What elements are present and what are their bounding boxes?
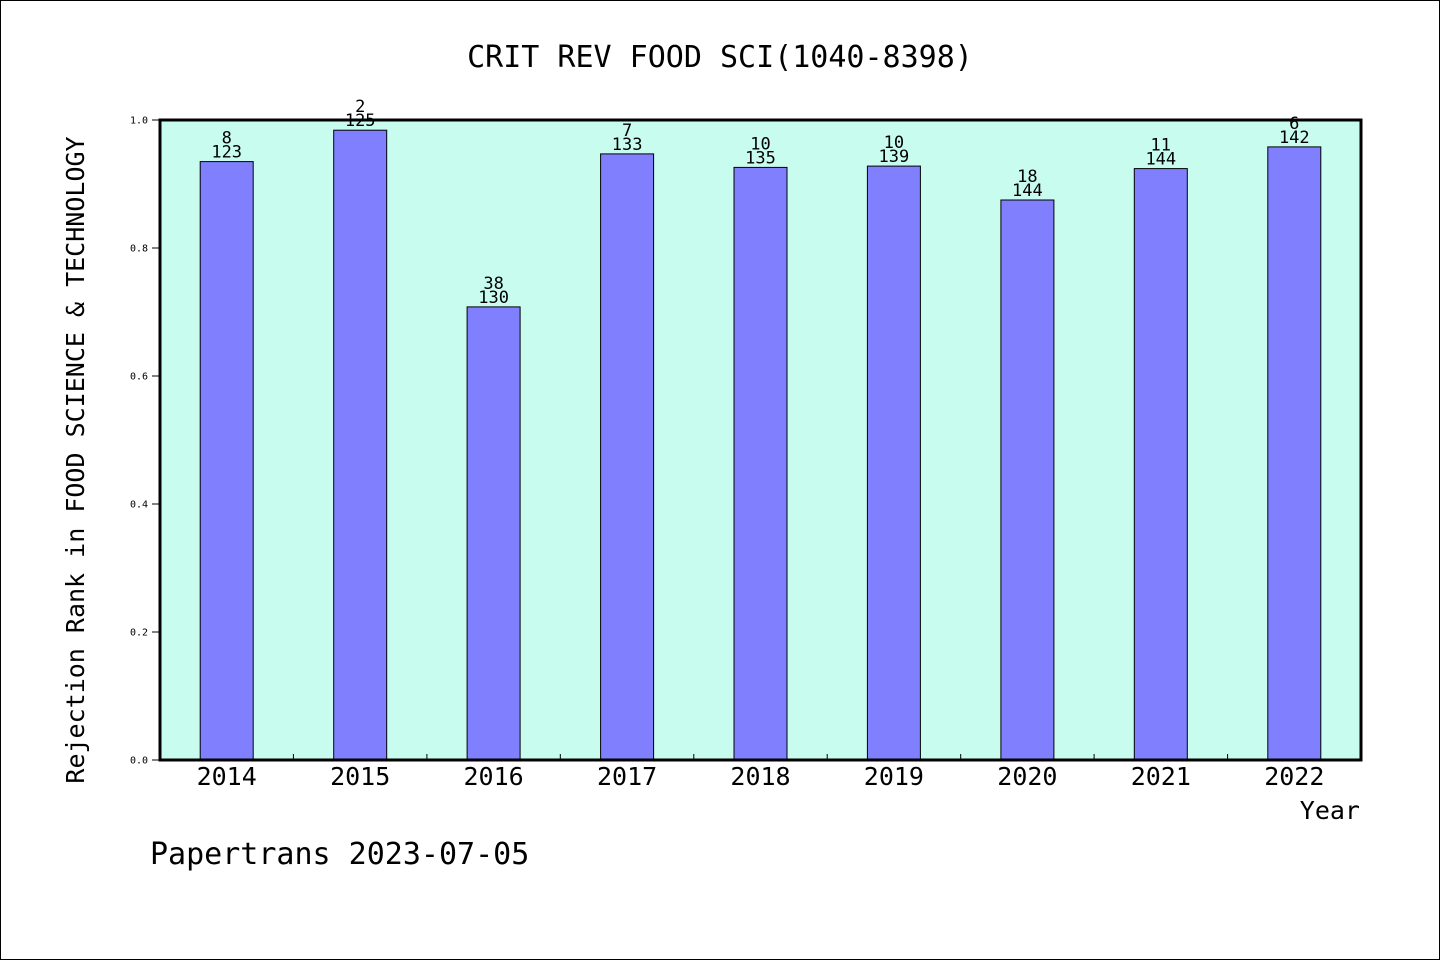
bar-2022 [1267, 146, 1322, 761]
bar-2018 [733, 166, 788, 761]
bar-label-total-2021: 144 [1145, 150, 1176, 170]
bar-label-rank-2016: 38 [483, 274, 503, 294]
x-tick-label-2015: 2015 [330, 762, 390, 791]
bars-group [199, 129, 1322, 761]
plot-border [158, 118, 1363, 762]
y-tick-label-0.8: 0.8 [130, 244, 148, 255]
chart-title: CRIT REV FOOD SCI(1040-8398) [467, 40, 973, 75]
x-tick-label-2020: 2020 [997, 762, 1057, 791]
bar-label-rank-2020: 18 [1017, 167, 1037, 187]
bar-label-total-2018: 135 [745, 148, 776, 168]
bar-2020 [1000, 199, 1055, 761]
x-tick-label-2014: 2014 [197, 762, 257, 791]
bar-label-total-2019: 139 [879, 147, 910, 167]
y-tick-label-0.4: 0.4 [130, 500, 148, 511]
x-axis: 2014 2015 2016 2017 2018 2019 2020 2021 2022 [197, 754, 1324, 791]
bar-2017 [600, 153, 655, 761]
y-tick-label-0.2: 0.2 [130, 628, 148, 639]
bar-label-total-2014: 123 [211, 143, 242, 163]
bar-2014 [199, 161, 254, 761]
bar-2016 [466, 306, 521, 761]
x-tick-label-2022: 2022 [1264, 762, 1324, 791]
bar-label-rank-2015: 2 [355, 97, 365, 117]
x-tick-label-2021: 2021 [1131, 762, 1191, 791]
bar-2015 [333, 129, 388, 761]
x-tick-label-2018: 2018 [730, 762, 790, 791]
footer-source: Papertrans 2023-07-05 [150, 837, 529, 872]
y-axis-label: Rejection Rank in FOOD SCIENCE & TECHNOL… [61, 136, 90, 783]
bar-2021 [1133, 168, 1188, 761]
y-tick-label-0.6: 0.6 [130, 372, 148, 383]
bar-label-total-2020: 144 [1012, 181, 1043, 201]
bar-label-total-2022: 142 [1279, 128, 1310, 148]
bar-label-total-2017: 133 [612, 135, 643, 155]
bar-label-rank-2021: 11 [1151, 136, 1171, 156]
bar-label-rank-2018: 10 [750, 134, 770, 154]
x-axis-label: Year [1300, 796, 1360, 825]
bar-label-rank-2022: 6 [1289, 114, 1299, 134]
bar-label-total-2016: 130 [478, 288, 509, 308]
bar-label-rank-2014: 8 [222, 129, 232, 149]
y-tick-label-1.0: 1.0 [130, 116, 148, 127]
bar-label-rank-2019: 10 [884, 133, 904, 153]
y-axis: 0.0 0.2 0.4 0.6 0.8 1.0 [130, 116, 160, 767]
x-tick-label-2016: 2016 [463, 762, 523, 791]
y-tick-label-0.0: 0.0 [130, 756, 148, 767]
x-tick-label-2019: 2019 [864, 762, 924, 791]
bar-2019 [866, 165, 921, 761]
bar-label-rank-2017: 7 [622, 121, 632, 141]
x-tick-label-2017: 2017 [597, 762, 657, 791]
